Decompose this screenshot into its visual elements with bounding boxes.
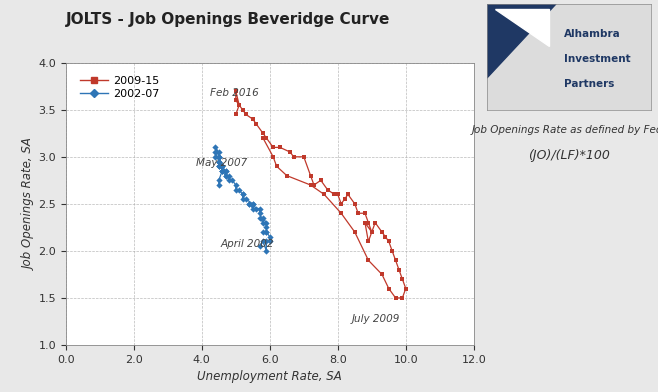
X-axis label: Unemployment Rate, SA: Unemployment Rate, SA: [197, 370, 342, 383]
Text: Partners: Partners: [565, 79, 615, 89]
Text: July 2009: July 2009: [351, 314, 400, 324]
Text: Alhambra: Alhambra: [565, 29, 621, 38]
Text: (JO)/(LF)*100: (JO)/(LF)*100: [528, 149, 610, 162]
Text: May 2007: May 2007: [195, 158, 247, 168]
Legend: 2009-15, 2002-07: 2009-15, 2002-07: [76, 71, 164, 103]
Text: Job Openings Rate as defined by Fed;: Job Openings Rate as defined by Fed;: [472, 125, 658, 136]
Text: JOLTS - Job Openings Beveridge Curve: JOLTS - Job Openings Beveridge Curve: [66, 12, 390, 27]
Polygon shape: [487, 4, 556, 78]
Text: Investment: Investment: [565, 54, 631, 64]
Text: April 2002: April 2002: [220, 239, 274, 249]
Text: Feb 2016: Feb 2016: [211, 89, 259, 98]
Polygon shape: [495, 9, 549, 46]
Y-axis label: Job Openings Rate, SA: Job Openings Rate, SA: [22, 138, 36, 270]
